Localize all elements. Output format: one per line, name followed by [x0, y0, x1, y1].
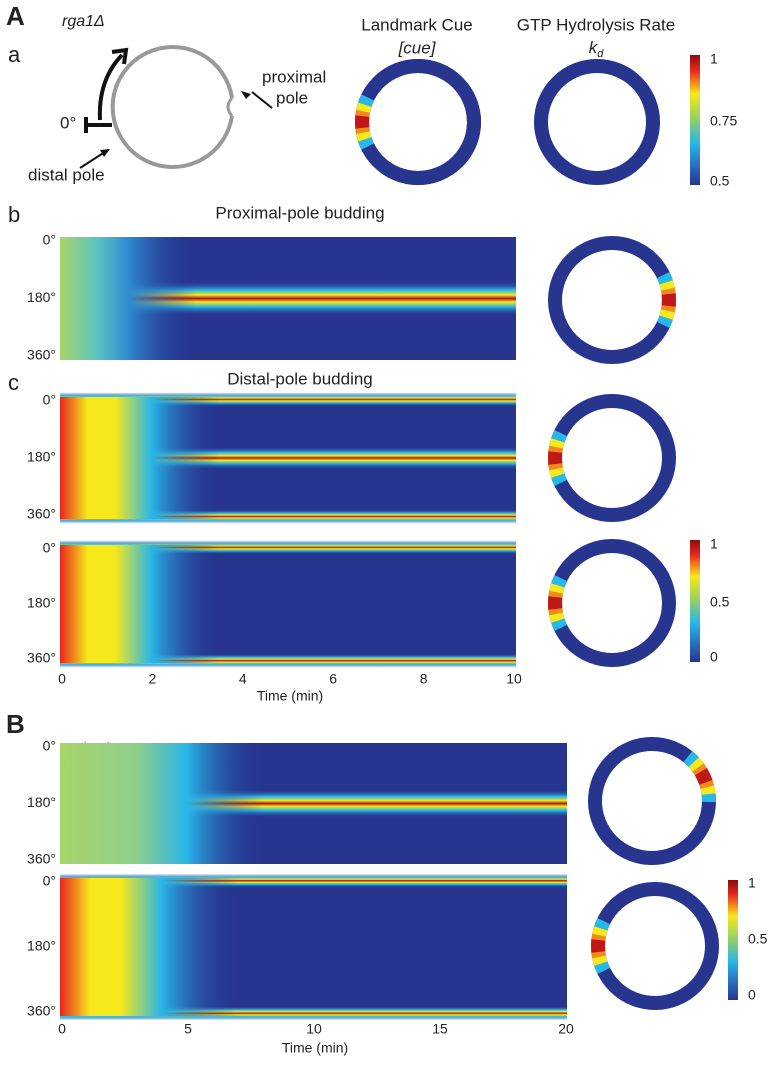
column-symbol: [cue] [398, 38, 437, 57]
strain: rga1Δ [62, 13, 105, 30]
colorbar-tick-label: 1 [748, 875, 756, 891]
colorbar [690, 55, 700, 185]
y-tick-label: 0° [43, 392, 56, 408]
y-tick-label: 180° [27, 289, 56, 305]
ring-hotspot [701, 772, 706, 783]
x-tick-label: 0 [58, 1021, 66, 1037]
panel-title: Proximal-pole budding [215, 203, 384, 222]
x-axis-label: Time (min) [257, 688, 323, 704]
angle-label: 0° [60, 113, 76, 132]
y-tick-label: 360° [27, 347, 56, 363]
y-tick-label: 0° [43, 873, 56, 889]
kymograph-early [60, 237, 516, 360]
x-tick-label: 5 [184, 1021, 192, 1037]
annotation: distal pole [28, 165, 105, 184]
x-tick-label: 15 [432, 1021, 448, 1037]
y-tick-label: 360° [27, 851, 56, 867]
x-tick-label: 10 [506, 671, 522, 687]
y-tick-label: 180° [27, 794, 56, 810]
y-tick-label: 360° [27, 650, 56, 666]
column-title: GTP Hydrolysis Rate [517, 15, 675, 34]
x-tick-label: 4 [239, 671, 247, 687]
subscript: d [597, 48, 604, 60]
x-tick-label: 20 [558, 1021, 574, 1037]
panel-label: b [8, 202, 20, 227]
ring [598, 889, 712, 1003]
column-title: Landmark Cue [361, 15, 473, 34]
panel-label: A [6, 1, 25, 31]
kymograph-early [60, 878, 567, 1016]
colorbar-tick-label: 0.5 [710, 173, 730, 189]
panel-title: Distal-pole budding [227, 369, 373, 388]
colorbar-tick-label: 0 [710, 649, 718, 665]
y-tick-label: 180° [27, 595, 56, 611]
ring [362, 66, 474, 178]
panel-label: B [6, 709, 25, 739]
ring [555, 401, 669, 515]
y-tick-label: 0° [43, 232, 56, 248]
kymograph-early [60, 743, 567, 864]
cell-diagram [80, 47, 272, 168]
x-axis-label: Time (min) [282, 1040, 348, 1056]
annotation: pole [276, 88, 308, 107]
ring [555, 243, 669, 357]
x-tick-label: 8 [420, 671, 428, 687]
colorbar [690, 540, 700, 662]
kymograph-early [60, 397, 516, 519]
panel-label: c [8, 370, 19, 395]
y-tick-label: 180° [27, 938, 56, 954]
x-tick-label: 10 [306, 1021, 322, 1037]
x-tick-label: 6 [329, 671, 337, 687]
y-tick-label: 180° [27, 449, 56, 465]
colorbar-tick-label: 1 [710, 51, 718, 67]
colorbar-tick-label: 1 [710, 536, 718, 552]
kymograph-early [60, 545, 516, 663]
x-tick-label: 0 [58, 671, 66, 687]
x-tick-label: 2 [149, 671, 157, 687]
colorbar-tick-label: 0.75 [710, 113, 737, 129]
column-symbol: kd [589, 38, 605, 59]
y-tick-label: 0° [43, 540, 56, 556]
y-tick-label: 0° [43, 738, 56, 754]
ring [555, 546, 669, 660]
y-tick-label: 360° [27, 506, 56, 522]
colorbar-tick-label: 0.5 [748, 931, 768, 947]
colorbar [728, 880, 738, 1000]
colorbar-tick-label: 0.5 [710, 594, 730, 610]
ring [541, 66, 653, 178]
y-tick-label: 360° [27, 1003, 56, 1019]
colorbar-tick-label: 0 [748, 987, 756, 1003]
panel-label: a [8, 42, 21, 67]
annotation: proximal [262, 67, 326, 86]
